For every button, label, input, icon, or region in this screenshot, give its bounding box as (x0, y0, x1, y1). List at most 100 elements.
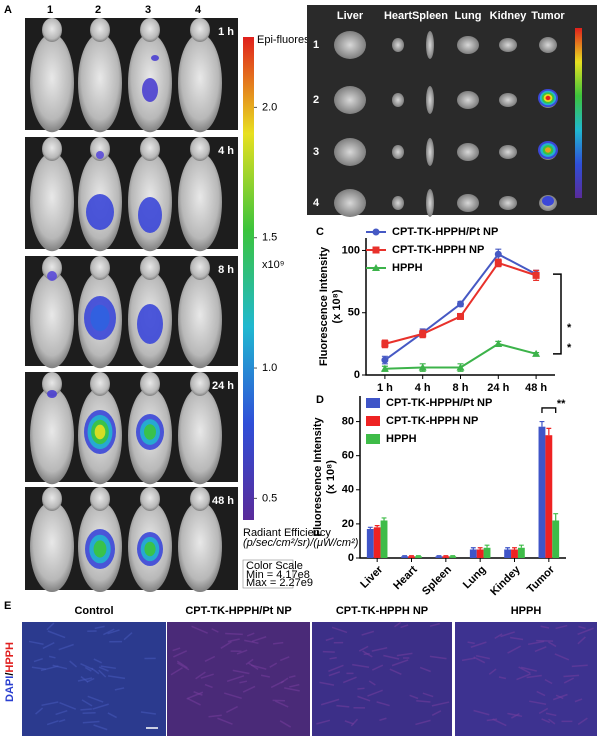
texture (577, 627, 594, 635)
texture (419, 666, 431, 673)
point (494, 250, 502, 258)
time-label: 1 h (218, 26, 234, 38)
legend-label: CPT-TK-HPPH/Pt NP (386, 397, 492, 409)
texture (394, 621, 402, 628)
texture (47, 630, 66, 639)
image-title: CPT-TK-HPPH NP (336, 605, 428, 617)
signal (142, 78, 158, 102)
texture (510, 636, 524, 641)
y-tick-label: 0 (354, 369, 360, 381)
point (494, 259, 502, 267)
texture (69, 660, 78, 668)
fluorescence-image (455, 622, 597, 736)
signal (542, 196, 554, 206)
mouse-body (178, 33, 222, 133)
bar (517, 547, 525, 558)
bar (504, 549, 512, 558)
organ (499, 38, 517, 52)
texture (492, 718, 507, 727)
point (457, 300, 464, 308)
y-axis-unit: (x 10⁸) (325, 460, 337, 494)
texture (507, 712, 523, 718)
legend-label: HPPH (386, 433, 417, 445)
texture (574, 698, 583, 703)
bar (469, 549, 477, 558)
organ-label: Spleen (412, 10, 448, 22)
significance: * (567, 342, 572, 354)
texture (368, 680, 376, 686)
image-title: Control (74, 605, 113, 617)
texture (270, 680, 285, 689)
signal (137, 304, 163, 344)
significance-bracket (541, 407, 557, 414)
texture (269, 662, 278, 668)
texture (396, 652, 413, 657)
bar (435, 556, 443, 558)
texture (416, 699, 431, 703)
signal (545, 95, 551, 101)
panel-label: C (316, 226, 324, 238)
color-scale-min: Min = 4.17e8 (246, 569, 310, 581)
error-bar (409, 555, 414, 557)
colorbar (243, 37, 254, 520)
texture (172, 647, 181, 652)
texture (58, 718, 66, 723)
texture (536, 690, 546, 697)
texture (242, 685, 256, 693)
texture (342, 676, 357, 684)
mouse-body (30, 33, 74, 133)
significance: * (567, 322, 572, 334)
x-tick-label: Liver (358, 563, 386, 591)
texture (529, 700, 547, 706)
texture (35, 707, 44, 715)
texture (461, 657, 476, 662)
texture (544, 678, 553, 685)
texture (352, 663, 370, 669)
texture (232, 669, 250, 675)
mouse-head (42, 256, 62, 280)
texture (548, 641, 557, 648)
texture (511, 713, 520, 719)
texture (244, 639, 259, 644)
error-bar (512, 547, 517, 550)
mouse-body (178, 387, 222, 485)
time-label: 24 h (212, 380, 234, 392)
texture (55, 710, 68, 716)
point (532, 349, 541, 357)
texture (538, 707, 549, 715)
organ (426, 138, 434, 166)
colorbar-tick-label: 0.5 (262, 492, 277, 504)
point (381, 356, 389, 364)
organ (334, 138, 366, 166)
texture (284, 687, 300, 692)
texture (500, 631, 515, 638)
texture (84, 666, 92, 672)
texture (400, 624, 409, 629)
texture (100, 665, 116, 670)
texture (288, 675, 296, 679)
mouse-body (178, 271, 222, 369)
texture (431, 710, 442, 717)
texture (246, 632, 255, 637)
bar (366, 529, 374, 558)
texture (236, 649, 248, 655)
mouse-head (140, 487, 160, 511)
column-label: 2 (95, 4, 101, 16)
mouse-head (90, 372, 110, 396)
mouse-head (90, 137, 110, 161)
colorbar-tick-label: 2.0 (262, 101, 277, 113)
signal (96, 151, 104, 159)
texture (521, 666, 537, 672)
organ (539, 37, 557, 53)
texture (409, 694, 419, 700)
mouse-body (30, 501, 74, 593)
legend-swatch (366, 434, 380, 444)
mouse-body (30, 152, 74, 252)
mouse-head (190, 137, 210, 161)
texture (383, 654, 400, 660)
error-bar (436, 555, 442, 557)
bar (511, 549, 518, 558)
texture (545, 712, 557, 717)
texture (486, 718, 498, 722)
